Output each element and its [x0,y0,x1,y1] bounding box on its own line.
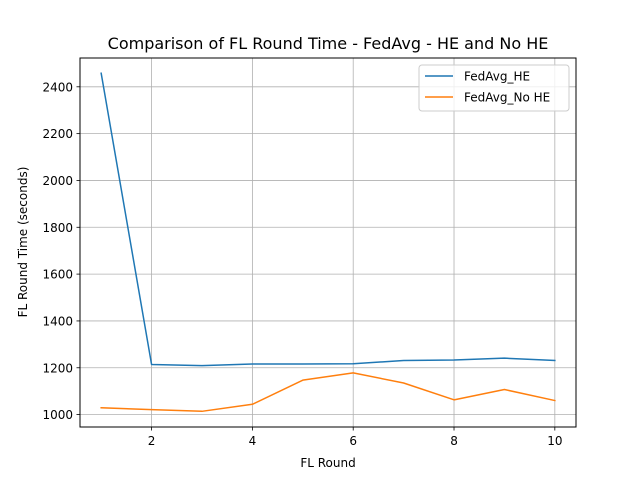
legend-label-1: FedAvg_HE [464,70,530,84]
axis-ticks: 2 4 6 8 10 1000 1200 1400 1600 1800 2000 2200 2400 [42,80,562,448]
series-line-1 [100,72,556,367]
plot-frame [79,57,577,428]
x-tick-label: 8 [450,434,458,448]
chart-title: Comparison of FL Round Time - FedAvg - H… [108,34,549,53]
y-tick-label: 1400 [42,314,73,328]
x-tick-label: 6 [349,434,357,448]
y-tick-label: 2000 [42,174,73,188]
legend-box [418,64,570,112]
y-tick-label: 2200 [42,127,73,141]
y-axis-label: FL Round Time (seconds) [16,167,30,318]
y-tick-label: 1000 [42,408,73,422]
grid [80,58,576,427]
y-tick-label: 1200 [42,361,73,375]
x-tick-label: 10 [547,434,562,448]
y-tick-label: 2400 [42,80,73,94]
y-tick-label: 1800 [42,221,73,235]
x-tick-label: 2 [148,434,156,448]
series-lines [100,72,556,413]
x-axis-label: FL Round [300,456,355,470]
y-tick-label: 1600 [42,268,73,282]
legend-label-2: FedAvg_No HE [464,91,550,105]
legend: FedAvg_HE FedAvg_No HE [418,64,570,112]
series-line-2 [100,372,556,413]
x-tick-label: 4 [249,434,257,448]
